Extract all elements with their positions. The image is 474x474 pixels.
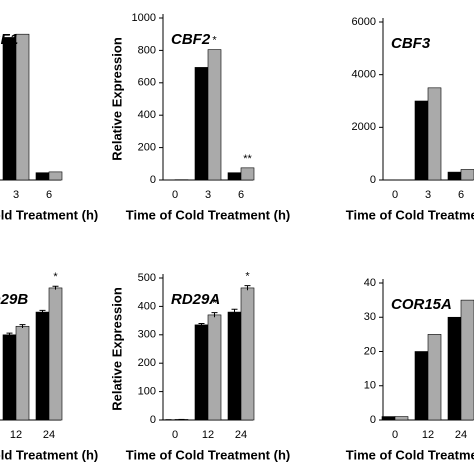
- panel-title: CBF3: [391, 35, 431, 52]
- bar: [2, 334, 17, 421]
- annotation: *: [53, 271, 58, 283]
- bar: [447, 316, 462, 421]
- y-tick-label: 10: [364, 380, 376, 392]
- y-tick-label: 2000: [352, 121, 376, 133]
- x-axis-label: Time of Cold Treatment (h): [126, 447, 290, 462]
- annotation: *: [212, 34, 217, 46]
- x-axis-label: Time of Cold Treatment (h): [346, 207, 474, 222]
- bar: [194, 67, 209, 181]
- y-tick-label: 400: [138, 300, 156, 312]
- error-bar: [52, 285, 59, 290]
- bar: [240, 287, 255, 421]
- bar: [48, 171, 63, 181]
- bar: [414, 351, 429, 421]
- panel-title: CBF1: [0, 31, 18, 48]
- bar: [381, 416, 396, 421]
- x-tick-label: 3: [425, 189, 431, 201]
- panel-title: RD29B: [0, 291, 28, 308]
- y-axis-label: Relative Expression: [109, 287, 124, 411]
- y-tick-label: 600: [138, 77, 156, 89]
- y-tick-label: 800: [138, 44, 156, 56]
- bar: [427, 334, 442, 421]
- y-tick-label: 200: [138, 142, 156, 154]
- y-tick-label: 0: [370, 414, 376, 426]
- bar: [460, 169, 474, 181]
- bar: [447, 171, 462, 181]
- y-axis-label: Relative Expression: [109, 37, 124, 161]
- x-tick-label: 12: [10, 429, 22, 441]
- x-tick-label: 12: [422, 429, 434, 441]
- x-axis-label: Time of Cold Treatment (h): [0, 207, 98, 222]
- error-bar: [198, 322, 205, 327]
- y-tick-label: 20: [364, 345, 376, 357]
- y-tick-label: 200: [138, 357, 156, 369]
- x-tick-label: 12: [202, 429, 214, 441]
- x-tick-label: 0: [172, 189, 178, 201]
- y-tick-label: 40: [364, 277, 376, 289]
- bar: [15, 325, 30, 421]
- x-tick-label: 6: [458, 189, 464, 201]
- y-tick-label: 0: [370, 174, 376, 186]
- y-tick-label: 500: [138, 272, 156, 284]
- bar: [2, 37, 17, 181]
- y-tick-label: 1000: [132, 12, 156, 24]
- bar: [207, 314, 222, 421]
- y-tick-label: 30: [364, 311, 376, 323]
- x-tick-label: 6: [238, 189, 244, 201]
- x-tick-label: 0: [172, 429, 178, 441]
- y-tick-label: 0: [150, 174, 156, 186]
- y-tick-label: 0: [150, 414, 156, 426]
- bar: [460, 299, 474, 421]
- y-tick-label: 100: [138, 386, 156, 398]
- error-bar: [231, 308, 238, 315]
- y-tick-label: 300: [138, 329, 156, 341]
- bar: [48, 287, 63, 421]
- x-axis-label: Time of Cold Treatment (h): [346, 447, 474, 462]
- bar: [427, 87, 442, 181]
- panel-title: COR15A: [391, 296, 452, 313]
- x-tick-label: 3: [13, 189, 19, 201]
- bar: [207, 49, 222, 181]
- x-tick-label: 24: [455, 429, 467, 441]
- bar: [394, 416, 409, 421]
- y-tick-label: 400: [138, 109, 156, 121]
- bar: [240, 167, 255, 181]
- error-bar: [244, 285, 251, 291]
- error-bar: [211, 312, 218, 318]
- x-tick-label: 6: [46, 189, 52, 201]
- error-bar: [39, 309, 46, 314]
- y-tick-label: 4000: [352, 69, 376, 81]
- error-bar: [6, 332, 13, 337]
- annotation: *: [212, 298, 217, 310]
- panel-title: RD29A: [171, 291, 220, 308]
- panel-title: CBF2: [171, 31, 211, 48]
- x-tick-label: 24: [235, 429, 247, 441]
- bar: [15, 33, 30, 181]
- error-bar: [19, 324, 26, 328]
- annotation: *: [245, 271, 250, 283]
- x-axis-label: Time of Cold Treatment (h): [126, 207, 290, 222]
- bar: [227, 311, 242, 421]
- bar: [194, 324, 209, 421]
- x-tick-label: 3: [205, 189, 211, 201]
- bar: [227, 172, 242, 181]
- annotation: **: [243, 153, 252, 165]
- bar: [35, 311, 50, 421]
- y-tick-label: 6000: [352, 16, 376, 28]
- x-tick-label: 0: [392, 189, 398, 201]
- x-axis-label: Time of Cold Treatment (h): [0, 447, 98, 462]
- x-tick-label: 0: [392, 429, 398, 441]
- bar: [414, 100, 429, 181]
- x-tick-label: 24: [43, 429, 55, 441]
- bar: [35, 172, 50, 181]
